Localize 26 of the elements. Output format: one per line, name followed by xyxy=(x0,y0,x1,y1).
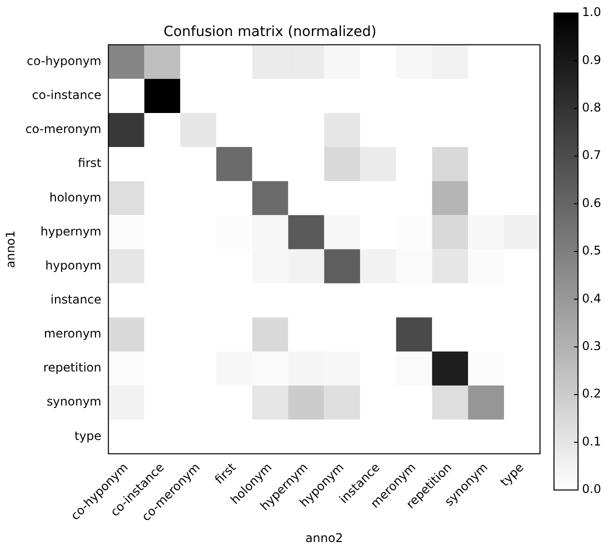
color-bar-label: 0.9 xyxy=(582,52,602,67)
color-bar-label: 0.3 xyxy=(582,339,602,354)
y-tick-label: co-hyponym xyxy=(26,54,102,68)
y-tick-label: co-instance xyxy=(32,88,102,102)
color-bar-label: 0.7 xyxy=(582,148,602,162)
color-bar-label: 0.5 xyxy=(582,244,602,258)
color-bar-label: 0.0 xyxy=(582,482,602,496)
y-tick-label: holonym xyxy=(49,190,102,204)
y-tick-label: co-meronym xyxy=(25,122,102,136)
x-axis-title: anno2 xyxy=(305,530,343,545)
y-tick-label: type xyxy=(74,428,102,443)
color-bar-label: 1.0 xyxy=(582,5,602,20)
color-bar-label: 0.2 xyxy=(582,386,602,401)
y-tick-label: hyponym xyxy=(45,258,102,272)
chart-title: Confusion matrix (normalized) xyxy=(164,24,376,40)
color-bar-label: 0.1 xyxy=(582,434,602,448)
y-tick-label: repetition xyxy=(43,360,102,375)
color-bar-label: 0.4 xyxy=(582,291,602,306)
y-tick-label: meronym xyxy=(44,326,102,341)
y-tick-label: hypernym xyxy=(40,224,102,238)
y-tick-label: instance xyxy=(50,292,102,306)
y-tick-label: first xyxy=(78,156,102,170)
y-axis-title: anno1 xyxy=(3,230,18,268)
color-bar-label: 0.8 xyxy=(582,100,602,115)
color-bar-label: 0.6 xyxy=(582,196,602,210)
y-tick-label: synonym xyxy=(46,394,102,409)
